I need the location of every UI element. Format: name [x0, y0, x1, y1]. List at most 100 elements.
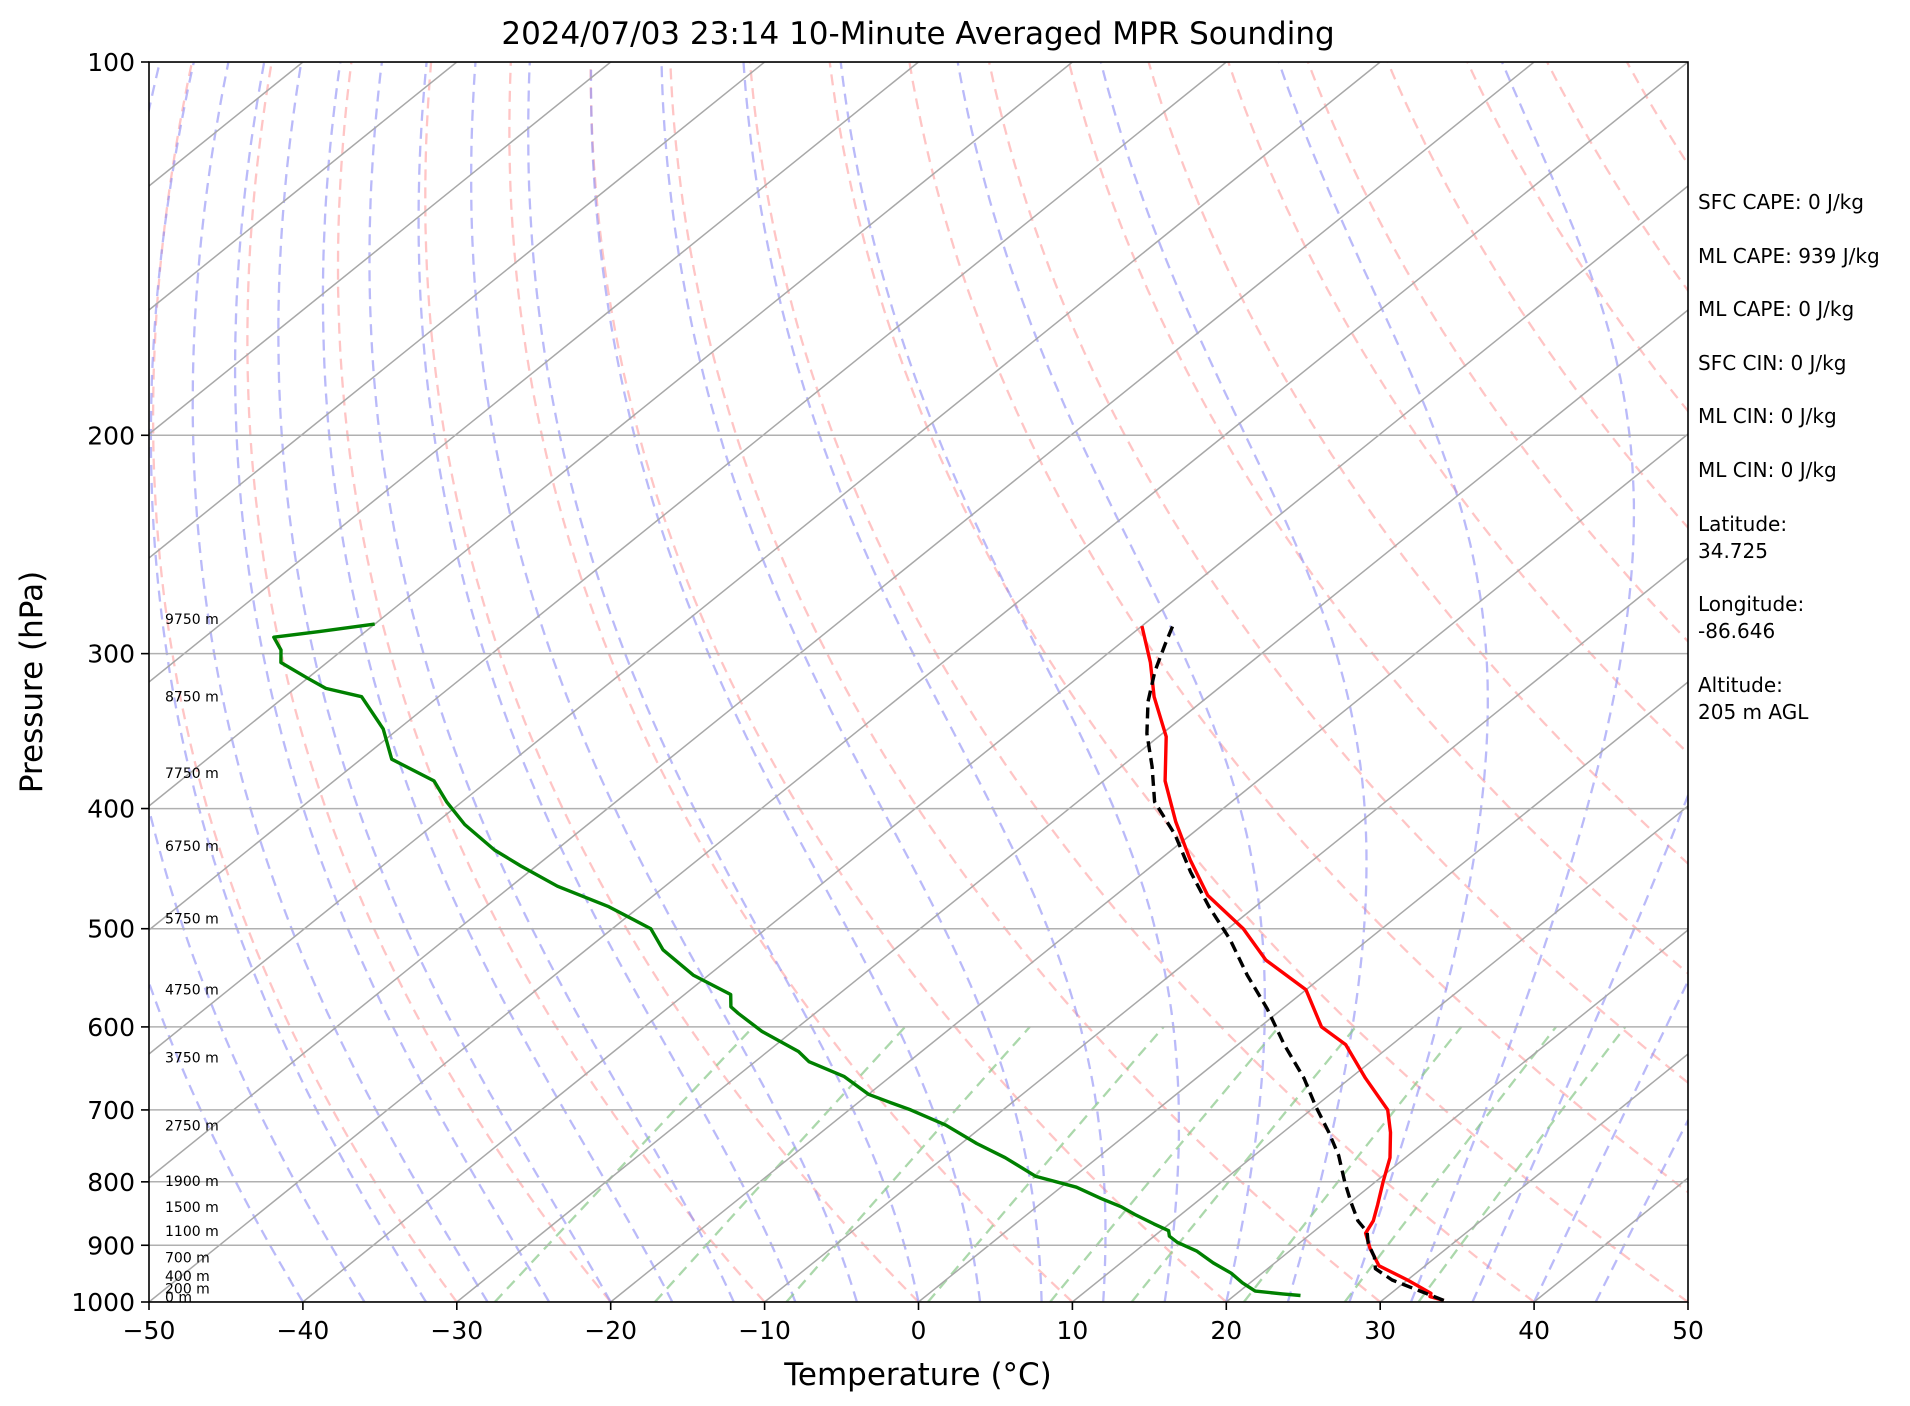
latitude-label: Latitude: — [1698, 512, 1787, 536]
y-tick-label: 400 — [87, 795, 135, 824]
moist-adiabat — [149, 62, 427, 1302]
x-tick-label: 40 — [1518, 1316, 1550, 1345]
y-axis-ticks: 1000 900 800 700 600 500 400 300 200 100 — [71, 48, 149, 1317]
mixing-ratio-line — [1343, 1026, 1557, 1302]
background-reference-lines — [149, 62, 1688, 1302]
moist-adiabat — [1471, 792, 1688, 1302]
chart-title: 2024/07/03 23:14 10-Minute Averaged MPR … — [501, 16, 1334, 52]
height-label: 700 m — [165, 1250, 210, 1266]
height-label: 3750 m — [165, 1051, 219, 1067]
moist-adiabat — [1099, 62, 1368, 1302]
pressure-gridlines — [149, 62, 1688, 1302]
ml-cin-text-1: ML CIN: 0 J/kg — [1698, 404, 1837, 428]
mixing-ratio-line — [1242, 1026, 1463, 1302]
moist-adiabat — [660, 62, 1043, 1302]
height-label: 0 m — [165, 1290, 192, 1306]
altitude-label: Altitude: — [1698, 673, 1783, 697]
ml-cape-text-1: ML CAPE: 939 J/kg — [1698, 244, 1880, 268]
moist-adiabat — [321, 62, 674, 1302]
y-tick-label: 300 — [87, 640, 135, 669]
mixing-ratio-line — [927, 1026, 1165, 1302]
height-label: 9750 m — [165, 612, 219, 628]
isotherm-line — [149, 62, 1535, 1179]
mixing-ratio-line — [1130, 1026, 1357, 1302]
dewpoint-line — [272, 622, 1301, 1298]
isotherm-line — [149, 62, 458, 311]
height-label: 1900 m — [165, 1174, 219, 1190]
isotherm-line — [302, 185, 1688, 1302]
longitude-label: Longitude: — [1698, 592, 1804, 616]
y-tick-label: 800 — [87, 1168, 135, 1197]
y-tick-label: 500 — [87, 915, 135, 944]
isotherm-line — [149, 62, 612, 435]
dry-adiabat — [828, 62, 1688, 1302]
x-tick-label: 10 — [1056, 1316, 1088, 1345]
x-tick-label: 30 — [1364, 1316, 1396, 1345]
y-tick-label: 700 — [87, 1096, 135, 1125]
longitude-value: -86.646 — [1698, 619, 1775, 643]
isotherm-line — [1071, 805, 1688, 1302]
isotherm-line — [149, 62, 1073, 807]
isotherm-line — [149, 62, 766, 559]
y-tick-label: 200 — [87, 421, 135, 450]
isotherm-line — [918, 681, 1688, 1302]
moist-adiabat — [191, 62, 489, 1302]
latitude-value: 34.725 — [1698, 539, 1768, 563]
isotherm-line — [764, 557, 1688, 1302]
parcel-profile-line — [1145, 625, 1445, 1302]
height-label: 6750 m — [165, 839, 219, 855]
dry-adiabat — [669, 62, 1381, 1302]
dry-adiabat — [1306, 62, 1688, 644]
y-tick-label: 100 — [87, 48, 135, 77]
dry-adiabat — [424, 62, 920, 1302]
altitude-value: 205 m AGL — [1698, 700, 1809, 724]
isotherm-line — [149, 62, 1688, 1302]
sfc-cin-text: SFC CIN: 0 J/kg — [1698, 351, 1846, 375]
height-label: 1500 m — [165, 1200, 219, 1216]
x-tick-label: −10 — [738, 1316, 791, 1345]
height-label: 2750 m — [165, 1118, 219, 1134]
mixing-ratio-line — [654, 1026, 906, 1302]
y-tick-label: 900 — [87, 1231, 135, 1260]
mixing-ratio-line — [1417, 1026, 1627, 1302]
moist-adiabat — [277, 62, 612, 1302]
moist-adiabat — [527, 62, 920, 1302]
dry-adiabat — [908, 62, 1688, 1194]
isotherm-line — [1225, 929, 1688, 1302]
x-tick-label: 50 — [1672, 1316, 1704, 1345]
moist-adiabat — [589, 62, 982, 1302]
dry-adiabat — [1147, 62, 1688, 866]
isotherm-line — [149, 62, 1227, 931]
x-tick-label: 0 — [911, 1316, 927, 1345]
height-label: 200 m — [165, 1281, 210, 1297]
mixing-ratio-line — [785, 1026, 1031, 1302]
moist-adiabat — [1409, 62, 1636, 1302]
y-axis-title: Pressure (hPa) — [14, 571, 50, 793]
moist-adiabat — [1277, 62, 1489, 1302]
dry-adiabat — [336, 62, 766, 1302]
sounding-series — [272, 622, 1445, 1302]
x-tick-label: −40 — [277, 1316, 330, 1345]
isotherm-line — [149, 62, 919, 683]
isotherm-line — [149, 62, 1381, 1055]
height-label: 7750 m — [165, 766, 219, 782]
moist-adiabat — [839, 62, 1181, 1302]
height-label: 400 m — [165, 1269, 210, 1285]
dry-adiabat — [1067, 62, 1688, 975]
info-panel: SFC CAPE: 0 J/kg ML CAPE: 939 J/kg ML CA… — [1698, 190, 1880, 724]
x-tick-label: −30 — [430, 1316, 483, 1345]
isotherm-line — [1379, 1053, 1688, 1302]
dry-adiabat — [748, 62, 1535, 1302]
moist-adiabat — [470, 62, 859, 1302]
height-label: 1100 m — [165, 1224, 219, 1240]
ml-cin-text-2: ML CIN: 0 J/kg — [1698, 458, 1837, 482]
isotherm-line — [456, 309, 1688, 1302]
x-axis-ticks: −50 −40 −30 −20 −10 0 10 20 30 40 50 — [123, 1302, 1704, 1345]
y-tick-label: 1000 — [71, 1288, 135, 1317]
moist-adiabat — [742, 62, 1107, 1302]
ml-cape-text-2: ML CAPE: 0 J/kg — [1698, 297, 1854, 321]
dry-adiabat — [1386, 62, 1688, 530]
temperature-line — [1140, 625, 1445, 1302]
